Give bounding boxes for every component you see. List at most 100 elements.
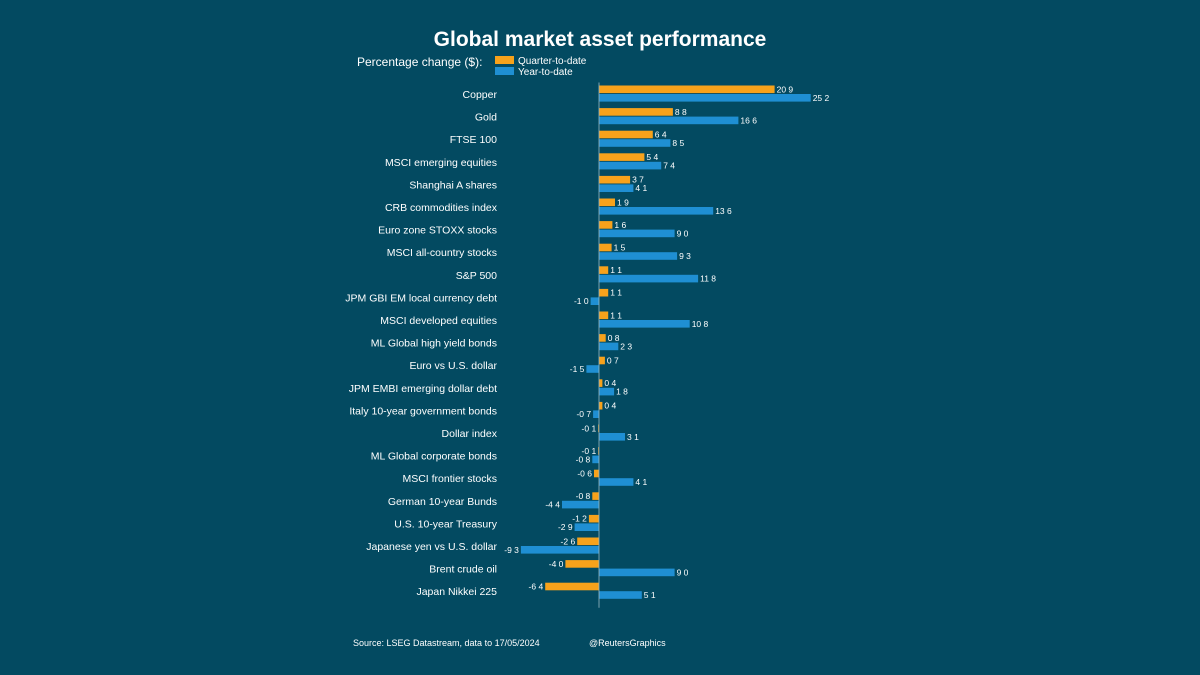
category-label-jpm-embi-emerging-dollar-debt: JPM EMBI emerging dollar debt	[349, 383, 497, 395]
category-label-dollar-index: Dollar index	[442, 428, 498, 440]
bar-year-to-date-italy-10-year-government-bonds	[593, 410, 599, 418]
bar-year-to-date-sandp-500	[599, 274, 699, 283]
data-label-year-to-date-dollar-index: 3 1	[627, 432, 639, 442]
category-label-msci-developed-equities: MSCI developed equities	[380, 315, 497, 327]
data-label-year-to-date-euro-zone-stoxx-stocks: 9 0	[677, 228, 689, 238]
data-label-quarter-to-date-brent-crude-oil: -4 0	[549, 559, 564, 569]
bar-quarter-to-date-u-s-10-year-treasury	[588, 514, 599, 523]
data-label-year-to-date-sandp-500: 11 8	[700, 274, 716, 284]
bar-year-to-date-euro-vs-u-s-dollar	[586, 365, 599, 373]
legend-label-quarter-to-date: Quarter-to-date	[518, 56, 587, 67]
category-label-german-10-year-bunds: German 10-year Bunds	[388, 496, 497, 508]
bar-quarter-to-date-japan-nikkei-225	[545, 582, 599, 591]
category-label-jpm-gbi-em-local-currency-debt: JPM GBI EM local currency debt	[345, 292, 497, 304]
data-label-quarter-to-date-german-10-year-bunds: -0 8	[576, 491, 591, 501]
data-label-year-to-date-msci-developed-equities: 10 8	[692, 319, 709, 329]
data-label-year-to-date-gold: 16 6	[740, 115, 757, 125]
data-label-quarter-to-date-euro-zone-stoxx-stocks: 1 6	[614, 220, 626, 230]
data-label-year-to-date-msci-emerging-equities: 7 4	[663, 161, 675, 171]
data-label-quarter-to-date-gold: 8 8	[675, 107, 687, 117]
data-label-year-to-date-ml-global-corporate-bonds: -0 8	[576, 454, 591, 464]
legend-label-year-to-date: Year-to-date	[518, 67, 573, 78]
bar-quarter-to-date-euro-vs-u-s-dollar	[599, 356, 605, 365]
legend-item-quarter-to-date: Quarter-to-date	[495, 56, 586, 67]
data-label-quarter-to-date-jpm-gbi-em-local-currency-debt: 1 1	[610, 288, 622, 298]
category-label-msci-emerging-equities: MSCI emerging equities	[385, 157, 497, 169]
data-label-year-to-date-japanese-yen-vs-u-s-dollar: -9 3	[504, 545, 519, 555]
bar-quarter-to-date-msci-emerging-equities	[599, 153, 645, 161]
bar-quarter-to-date-japanese-yen-vs-u-s-dollar	[577, 537, 599, 546]
bar-year-to-date-msci-emerging-equities	[599, 161, 662, 170]
bar-quarter-to-date-msci-developed-equities	[599, 311, 609, 320]
bar-quarter-to-date-jpm-embi-emerging-dollar-debt	[599, 379, 603, 387]
data-label-quarter-to-date-japanese-yen-vs-u-s-dollar: -2 6	[561, 536, 576, 546]
bar-year-to-date-euro-zone-stoxx-stocks	[599, 229, 675, 238]
data-label-year-to-date-crb-commodities-index: 13 6	[715, 206, 732, 216]
bar-quarter-to-date-msci-all-country-stocks	[599, 243, 612, 252]
bar-quarter-to-date-ml-global-high-yield-bonds	[599, 334, 606, 342]
category-label-copper: Copper	[463, 89, 498, 101]
bar-year-to-date-german-10-year-bunds	[562, 500, 599, 509]
bar-quarter-to-date-brent-crude-oil	[565, 560, 599, 568]
data-label-quarter-to-date-msci-developed-equities: 1 1	[610, 310, 622, 320]
bar-year-to-date-japan-nikkei-225	[599, 591, 642, 599]
data-label-quarter-to-date-jpm-embi-emerging-dollar-debt: 0 4	[604, 378, 616, 388]
legend-item-year-to-date: Year-to-date	[495, 67, 573, 78]
category-label-crb-commodities-index: CRB commodities index	[385, 202, 498, 214]
data-label-year-to-date-copper: 25 2	[813, 93, 830, 103]
category-label-japanese-yen-vs-u-s-dollar: Japanese yen vs U.S. dollar	[366, 541, 497, 553]
category-label-euro-zone-stoxx-stocks: Euro zone STOXX stocks	[378, 225, 497, 237]
bar-quarter-to-date-sandp-500	[599, 266, 609, 274]
source-note: Source: LSEG Datastream, data to 17/05/2…	[353, 638, 540, 648]
category-label-euro-vs-u-s-dollar: Euro vs U.S. dollar	[409, 360, 497, 372]
bar-year-to-date-jpm-embi-emerging-dollar-debt	[599, 387, 615, 396]
bar-year-to-date-japanese-yen-vs-u-s-dollar	[520, 546, 599, 554]
data-label-quarter-to-date-u-s-10-year-treasury: -1 2	[572, 514, 587, 524]
bar-year-to-date-gold	[599, 116, 739, 125]
bar-quarter-to-date-ftse-100	[599, 130, 653, 139]
data-label-year-to-date-u-s-10-year-treasury: -2 9	[558, 522, 573, 532]
data-label-year-to-date-ml-global-high-yield-bonds: 2 3	[620, 341, 632, 351]
bar-year-to-date-ml-global-high-yield-bonds	[599, 342, 619, 351]
bar-quarter-to-date-euro-zone-stoxx-stocks	[599, 221, 613, 229]
category-label-gold: Gold	[475, 112, 497, 124]
credit-note: @ReutersGraphics	[589, 638, 666, 648]
data-label-year-to-date-jpm-embi-emerging-dollar-debt: 1 8	[616, 387, 628, 397]
bar-quarter-to-date-msci-frontier-stocks	[594, 469, 599, 478]
category-label-brent-crude-oil: Brent crude oil	[429, 564, 497, 576]
bar-year-to-date-ml-global-corporate-bonds	[592, 455, 599, 464]
bar-year-to-date-shanghai-a-shares	[599, 184, 634, 192]
category-label-msci-frontier-stocks: MSCI frontier stocks	[402, 473, 497, 485]
bar-year-to-date-u-s-10-year-treasury	[574, 523, 599, 531]
bar-quarter-to-date-shanghai-a-shares	[599, 175, 631, 184]
bar-quarter-to-date-gold	[599, 108, 673, 116]
bar-year-to-date-ftse-100	[599, 139, 671, 147]
data-label-quarter-to-date-ml-global-high-yield-bonds: 0 8	[608, 333, 620, 343]
category-label-msci-all-country-stocks: MSCI all-country stocks	[387, 247, 497, 259]
bar-quarter-to-date-crb-commodities-index	[599, 198, 615, 207]
data-label-year-to-date-msci-frontier-stocks: 4 1	[635, 477, 647, 487]
data-label-quarter-to-date-msci-all-country-stocks: 1 5	[614, 243, 626, 253]
category-label-sandp-500: S&P 500	[456, 270, 497, 282]
bar-year-to-date-crb-commodities-index	[599, 207, 714, 215]
bar-quarter-to-date-german-10-year-bunds	[592, 492, 599, 500]
data-label-year-to-date-msci-all-country-stocks: 9 3	[679, 251, 691, 261]
category-label-italy-10-year-government-bonds: Italy 10-year government bonds	[349, 405, 497, 417]
data-label-quarter-to-date-shanghai-a-shares: 3 7	[632, 175, 644, 185]
data-label-quarter-to-date-japan-nikkei-225: -6 4	[529, 582, 544, 592]
bar-year-to-date-brent-crude-oil	[599, 568, 675, 577]
data-label-quarter-to-date-dollar-index: -0 1	[582, 423, 597, 433]
data-label-year-to-date-german-10-year-bunds: -4 4	[545, 500, 560, 510]
data-label-year-to-date-ftse-100: 8 5	[672, 138, 684, 148]
category-label-ftse-100: FTSE 100	[450, 134, 497, 146]
data-label-quarter-to-date-sandp-500: 1 1	[610, 265, 622, 275]
chart-subtitle: Percentage change ($):	[357, 55, 483, 69]
data-label-quarter-to-date-ml-global-corporate-bonds: -0 1	[582, 446, 597, 456]
chart-title: Global market asset performance	[433, 28, 767, 51]
bar-quarter-to-date-copper	[599, 85, 775, 94]
legend-swatch-quarter-to-date	[495, 56, 514, 65]
bar-year-to-date-jpm-gbi-em-local-currency-debt	[590, 297, 599, 305]
data-label-quarter-to-date-copper: 20 9	[777, 84, 794, 94]
